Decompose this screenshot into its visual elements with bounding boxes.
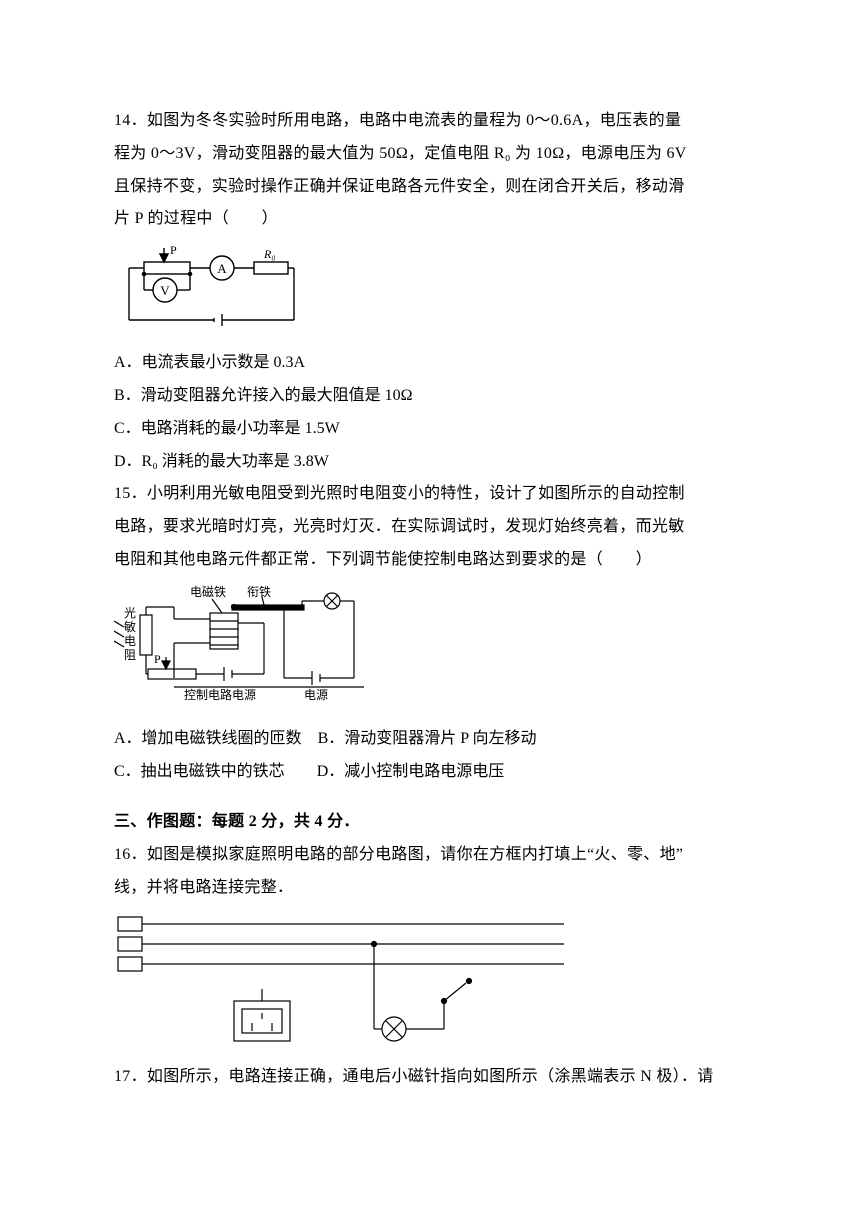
q15-label-P: P: [154, 652, 161, 666]
q15-ldr2: 敏: [124, 619, 136, 634]
q17-number: 17．: [114, 1068, 147, 1085]
q15-optD: D．减小控制电路电源电压: [317, 763, 505, 780]
q14-optC: C．电路消耗的最小功率是 1.5W: [114, 413, 748, 446]
q15-line3: 电阻和其他电路元件都正常．下列调节能使控制电路达到要求的是（ ）: [114, 544, 748, 577]
q16-text1: 如图是模拟家庭照明电路的部分电路图，请你在方框内打填上“火、零、地”: [147, 846, 683, 863]
q17-text1: 如图所示，电路连接正确，通电后小磁针指向如图所示（涂黑端表示 N 极）．请: [147, 1068, 714, 1085]
q15-label-arm: 衔铁: [247, 585, 271, 599]
q15-label-supply: 电源: [304, 688, 328, 702]
q14-optB: B．滑动变阻器允许接入的最大阻值是 10Ω: [114, 380, 748, 413]
q16-line1: 16．如图是模拟家庭照明电路的部分电路图，请你在方框内打填上“火、零、地”: [114, 839, 748, 872]
q15-ldr1: 光: [124, 606, 136, 620]
q14-line1: 14．如图为冬冬实验时所用电路，电路中电流表的量程为 0～0.6A，电压表的量: [114, 105, 748, 138]
q14-text1: 如图为冬冬实验时所用电路，电路中电流表的量程为 0～0.6A，电压表的量: [147, 112, 681, 129]
section-spacer: [114, 788, 748, 806]
q14-optA: A．电流表最小示数是 0.3A: [114, 347, 748, 380]
q15-ldr4: 阻: [124, 648, 136, 662]
q14-line3: 且保持不变，实验时操作正确并保证电路各元件安全，则在闭合开关后，移动滑: [114, 171, 748, 204]
q15-optrow1: A．增加电磁铁线圈的匝数 B．滑动变阻器滑片 P 向左移动: [114, 723, 748, 756]
q15-line1: 15．小明利用光敏电阻受到光照时电阻变小的特性，设计了如图所示的自动控制: [114, 478, 748, 511]
q15-optrow2: C．抽出电磁铁中的铁芯 D．减小控制电路电源电压: [114, 756, 748, 789]
q15-optA: A．增加电磁铁线圈的匝数: [114, 730, 302, 747]
q16-number: 16．: [114, 846, 147, 863]
q15-line2: 电路，要求光暗时灯亮，光亮时灯灭．在实际调试时，发现灯始终亮着，而光敏: [114, 511, 748, 544]
q14-line4: 片 P 的过程中（ ）: [114, 203, 748, 236]
q14-label-R0: R₀: [263, 247, 276, 261]
q14-label-A: A: [217, 261, 227, 276]
q15-text1: 小明利用光敏电阻受到光照时电阻变小的特性，设计了如图所示的自动控制: [147, 485, 685, 502]
q14-circuit-figure: P A R₀: [114, 242, 748, 337]
q15-control-figure: 电磁铁 衔铁: [114, 583, 748, 713]
q14-number: 14．: [114, 112, 147, 129]
q15-optC: C．抽出电磁铁中的铁芯: [114, 763, 285, 780]
q15-optB: B．滑动变阻器滑片 P 向左移动: [318, 730, 537, 747]
q15-label-em: 电磁铁: [190, 584, 226, 599]
q14-optD: D．R₀ 消耗的最大功率是 3.8W: [114, 446, 748, 479]
page-container: 14．如图为冬冬实验时所用电路，电路中电流表的量程为 0～0.6A，电压表的量 …: [0, 0, 860, 1134]
q14-label-V: V: [160, 283, 170, 298]
q15-label-ctrl: 控制电路电源: [184, 687, 256, 702]
section3-title: 三、作图题：每题 2 分，共 4 分．: [114, 806, 748, 839]
q14-line2: 程为 0～3V，滑动变阻器的最大值为 50Ω，定值电阻 R₀ 为 10Ω，电源电…: [114, 138, 748, 171]
q16-line2: 线，并将电路连接完整．: [114, 872, 748, 905]
q16-household-figure: [114, 911, 748, 1051]
q17-line1: 17．如图所示，电路连接正确，通电后小磁针指向如图所示（涂黑端表示 N 极）．请: [114, 1061, 748, 1094]
q15-number: 15．: [114, 485, 147, 502]
q15-ldr3: 电: [124, 634, 136, 648]
q14-label-P: P: [170, 243, 177, 257]
